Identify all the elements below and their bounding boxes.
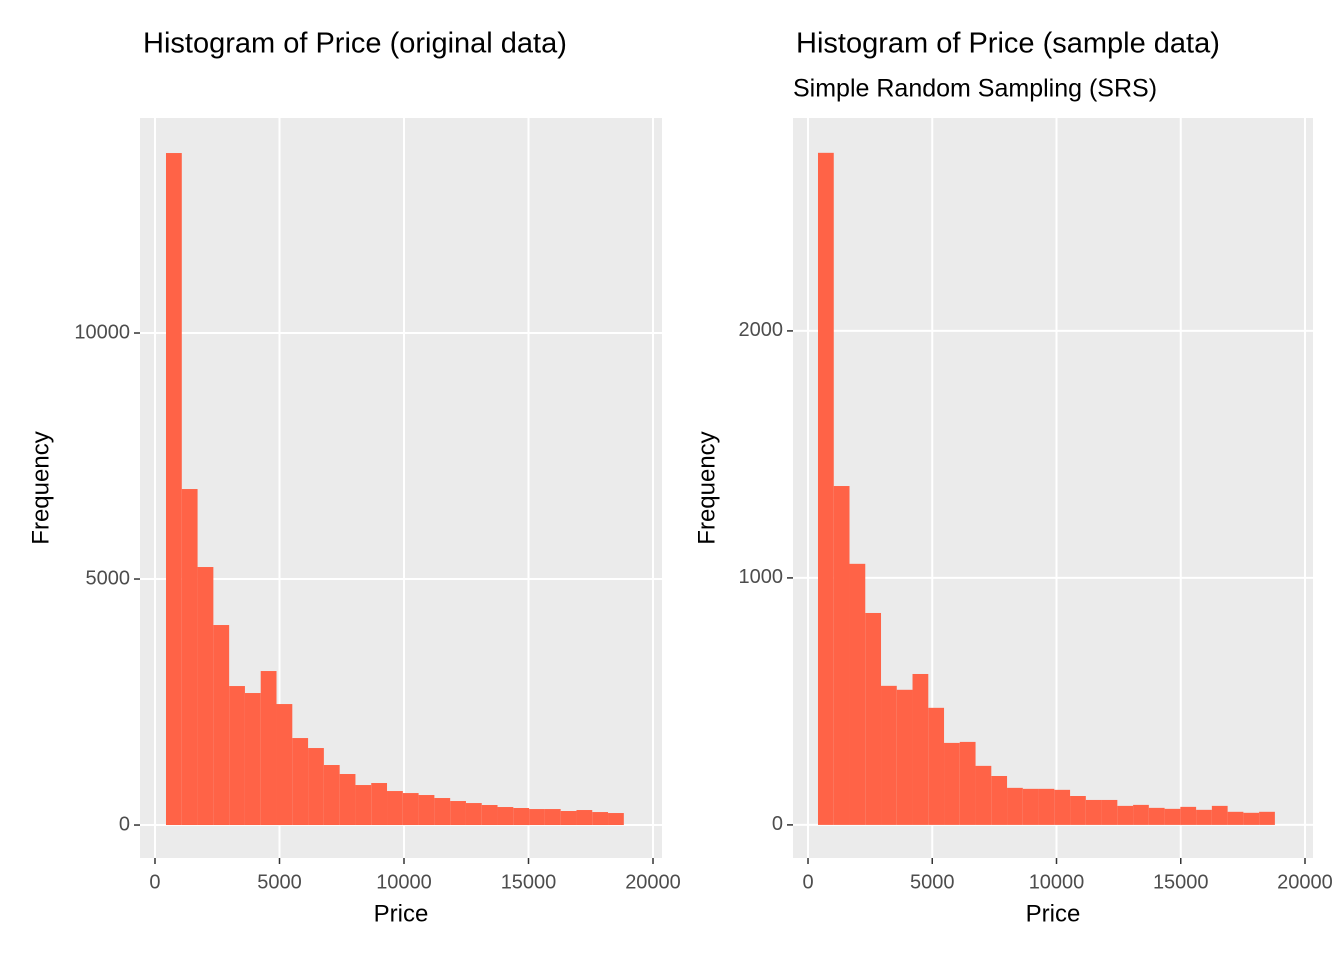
bar	[560, 811, 577, 826]
bar	[339, 774, 356, 826]
bar	[244, 693, 261, 826]
bar	[513, 808, 530, 826]
bar	[608, 813, 624, 826]
bar	[1007, 787, 1023, 825]
bar	[260, 671, 277, 826]
bar	[434, 798, 451, 826]
bar	[450, 801, 466, 826]
bar	[928, 707, 945, 825]
x-tick-label: 20000	[625, 871, 681, 893]
bar	[323, 765, 340, 826]
bar	[1211, 805, 1228, 825]
y-tick-label: 2000	[739, 319, 784, 341]
x-tick-label: 5000	[257, 871, 302, 893]
bar	[881, 685, 897, 825]
x-axis-title: Price	[1026, 900, 1081, 927]
x-tick-label: 5000	[910, 871, 955, 893]
bar	[1133, 804, 1149, 825]
bar	[355, 785, 372, 826]
x-axis-title: Price	[374, 900, 429, 927]
bar	[1101, 799, 1118, 825]
bar	[896, 689, 913, 825]
bar	[497, 807, 514, 826]
bar	[1196, 809, 1212, 825]
bar	[481, 805, 498, 826]
bar	[1038, 788, 1055, 825]
bar	[817, 152, 834, 825]
x-tick-label: 0	[802, 871, 813, 893]
bar	[387, 791, 403, 826]
bar	[529, 809, 545, 826]
x-tick-label: 15000	[1153, 871, 1209, 893]
chart-subtitle: Simple Random Sampling (SRS)	[793, 75, 1157, 103]
bar	[1180, 806, 1197, 825]
bar	[181, 489, 198, 826]
bar	[1022, 788, 1039, 825]
bar	[292, 738, 309, 826]
bar	[276, 704, 293, 826]
x-tick-label: 15000	[501, 871, 557, 893]
bar	[418, 795, 435, 826]
bar	[1164, 808, 1181, 825]
bar	[833, 486, 850, 825]
bar	[308, 748, 324, 826]
bar	[165, 153, 182, 826]
bar	[576, 810, 593, 826]
bar	[371, 783, 388, 826]
y-tick-label: 5000	[86, 567, 131, 589]
bar	[1117, 805, 1134, 825]
x-tick-label: 0	[149, 871, 160, 893]
y-axis-title: Frequency	[27, 431, 54, 544]
bar	[1148, 807, 1165, 825]
bar	[592, 812, 609, 826]
chart-title: Histogram of Price (sample data)	[796, 28, 1220, 60]
bar	[912, 673, 929, 825]
chart-title: Histogram of Price (original data)	[143, 28, 567, 60]
bar	[1054, 789, 1071, 825]
bar	[959, 741, 976, 825]
bar	[197, 567, 214, 826]
bar	[1259, 811, 1275, 825]
bar	[402, 793, 419, 826]
x-tick-label: 10000	[1029, 871, 1085, 893]
x-tick-label: 10000	[376, 871, 432, 893]
bar	[849, 563, 866, 825]
bar	[991, 775, 1008, 825]
bar	[865, 612, 882, 825]
y-tick-label: 0	[119, 813, 130, 835]
bar	[944, 742, 960, 825]
bar	[465, 803, 482, 826]
bar	[1243, 812, 1260, 825]
x-tick-label: 20000	[1277, 871, 1333, 893]
y-tick-label: 1000	[739, 566, 784, 588]
bar	[544, 809, 561, 826]
bar	[1070, 796, 1086, 825]
y-tick-label: 0	[772, 813, 783, 835]
y-axis-title: Frequency	[693, 431, 720, 544]
bar	[1085, 799, 1102, 825]
bar	[213, 625, 230, 826]
bar	[975, 765, 992, 825]
bar	[1227, 811, 1244, 825]
y-tick-label: 10000	[74, 321, 130, 343]
bar	[229, 686, 245, 826]
